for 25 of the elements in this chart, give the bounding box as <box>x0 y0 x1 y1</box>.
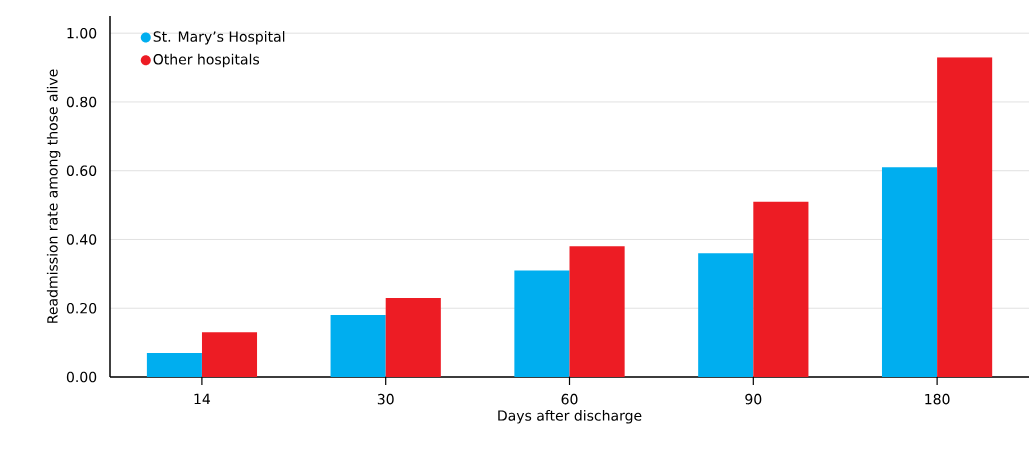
legend-label: St. Mary’s Hospital <box>153 31 285 45</box>
x-tick-label: 180 <box>925 393 950 405</box>
y-tick-label: 0.00 <box>66 371 97 383</box>
y-tick-label: 0.60 <box>66 165 97 177</box>
bar <box>385 297 441 377</box>
y-tick-label: 0.40 <box>66 234 97 245</box>
y-axis-title: Readmission rate among those alive <box>46 69 61 323</box>
y-tick-label: 0.20 <box>66 302 97 314</box>
x-axis-title: Days after discharge <box>498 409 642 424</box>
y-tick-label: 1.00 <box>67 27 97 39</box>
bar <box>514 270 570 377</box>
y-tick-label: 0.80 <box>66 96 97 108</box>
bar <box>698 253 754 377</box>
bar <box>753 201 809 377</box>
bar <box>201 332 258 377</box>
bar <box>937 57 993 377</box>
bar <box>881 167 938 377</box>
x-tick-label: 60 <box>561 393 578 405</box>
bar <box>569 246 625 377</box>
legend-label: Other hospitals <box>153 53 260 68</box>
x-tick-label: 90 <box>745 393 762 405</box>
bar <box>146 352 202 377</box>
x-tick-label: 30 <box>377 393 394 405</box>
x-tick-label: 14 <box>194 393 211 405</box>
bar <box>330 315 386 377</box>
